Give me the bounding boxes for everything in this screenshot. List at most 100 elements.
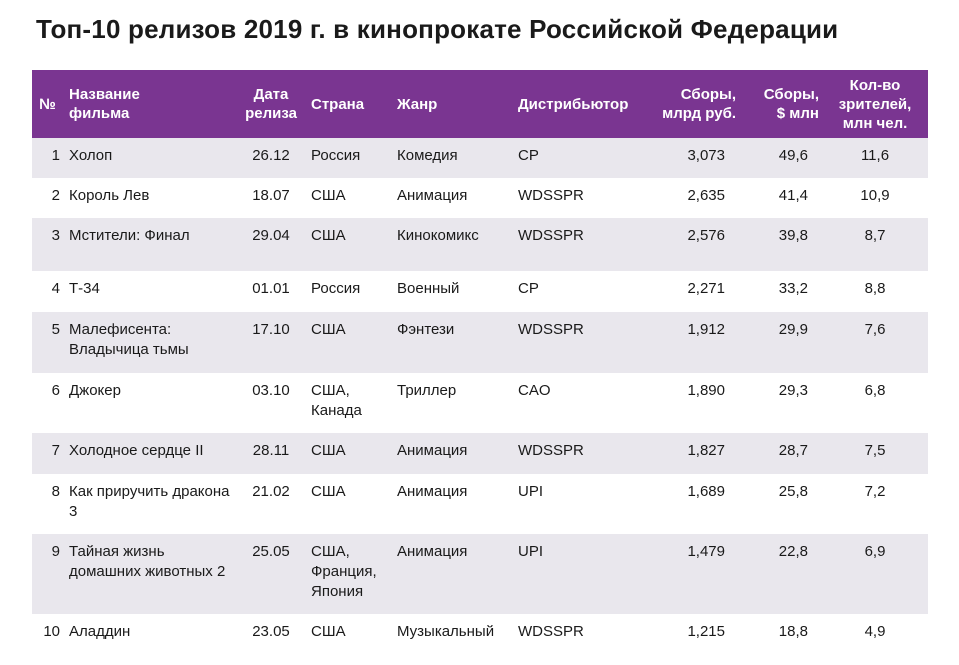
cell-gross-usd: 49,6 bbox=[739, 138, 822, 178]
cell-num: 9 bbox=[32, 534, 66, 614]
cell-country: США, Франция, Япония bbox=[308, 534, 394, 614]
cell-genre: Кинокомикс bbox=[394, 218, 515, 271]
cell-film-name: Т-34 bbox=[66, 271, 234, 312]
cell-gross-rub: 1,215 bbox=[646, 614, 739, 652]
cell-country: США bbox=[308, 614, 394, 652]
header-name: Название фильма bbox=[66, 70, 234, 138]
cell-genre: Анимация bbox=[394, 534, 515, 614]
cell-release-date: 21.02 bbox=[234, 474, 308, 534]
cell-film-name: Малефисента: Владычица тьмы bbox=[66, 312, 234, 373]
table-row: 1 Холоп 26.12 Россия Комедия СР 3,073 49,6 11,6 bbox=[32, 138, 928, 178]
cell-distributor: СР bbox=[515, 138, 646, 178]
header-genre: Жанр bbox=[394, 70, 515, 138]
header-distributor: Дистрибьютор bbox=[515, 70, 646, 138]
cell-gross-rub: 1,689 bbox=[646, 474, 739, 534]
cell-gross-rub: 2,576 bbox=[646, 218, 739, 271]
cell-genre: Военный bbox=[394, 271, 515, 312]
cell-distributor: WDSSPR bbox=[515, 178, 646, 218]
cell-distributor: WDSSPR bbox=[515, 614, 646, 652]
table-row: 6 Джокер 03.10 США, Канада Триллер CAO 1,890 29… bbox=[32, 373, 928, 433]
cell-film-name: Холодное сердце II bbox=[66, 433, 234, 474]
cell-gross-usd: 29,3 bbox=[739, 373, 822, 433]
cell-film-name: Тайная жизнь домашних животных 2 bbox=[66, 534, 234, 614]
cell-film-name: Джокер bbox=[66, 373, 234, 433]
cell-release-date: 18.07 bbox=[234, 178, 308, 218]
cell-film-name: Король Лев bbox=[66, 178, 234, 218]
cell-gross-rub: 1,890 bbox=[646, 373, 739, 433]
cell-viewers: 8,7 bbox=[822, 218, 928, 271]
cell-country: США bbox=[308, 433, 394, 474]
cell-num: 2 bbox=[32, 178, 66, 218]
cell-gross-usd: 28,7 bbox=[739, 433, 822, 474]
cell-gross-rub: 2,635 bbox=[646, 178, 739, 218]
cell-gross-usd: 29,9 bbox=[739, 312, 822, 373]
page-title: Топ-10 релизов 2019 г. в кинопрокате Рос… bbox=[36, 14, 839, 44]
cell-gross-usd: 33,2 bbox=[739, 271, 822, 312]
cell-gross-rub: 3,073 bbox=[646, 138, 739, 178]
cell-film-name: Как приручить дракона 3 bbox=[66, 474, 234, 534]
cell-distributor: CAO bbox=[515, 373, 646, 433]
cell-country: Россия bbox=[308, 271, 394, 312]
table-header-row: № Название фильма Дата релиза Страна Жан… bbox=[32, 70, 928, 138]
cell-viewers: 8,8 bbox=[822, 271, 928, 312]
table-row: 3 Мстители: Финал 29.04 США Кинокомикс WDSSPR… bbox=[32, 218, 928, 271]
cell-country: США bbox=[308, 474, 394, 534]
cell-release-date: 29.04 bbox=[234, 218, 308, 271]
table-row: 7 Холодное сердце II 28.11 США Анимация WDSSP… bbox=[32, 433, 928, 474]
cell-country: США, Канада bbox=[308, 373, 394, 433]
table-row: 5 Малефисента: Владычица тьмы 17.10 США Фэнт… bbox=[32, 312, 928, 373]
cell-genre: Анимация bbox=[394, 433, 515, 474]
cell-gross-usd: 41,4 bbox=[739, 178, 822, 218]
cell-distributor: WDSSPR bbox=[515, 433, 646, 474]
cell-release-date: 23.05 bbox=[234, 614, 308, 652]
cell-film-name: Холоп bbox=[66, 138, 234, 178]
cell-viewers: 7,5 bbox=[822, 433, 928, 474]
cell-country: США bbox=[308, 312, 394, 373]
cell-num: 6 bbox=[32, 373, 66, 433]
header-gross-usd: Сборы, $ млн bbox=[739, 70, 822, 138]
cell-film-name: Мстители: Финал bbox=[66, 218, 234, 271]
cell-genre: Анимация bbox=[394, 178, 515, 218]
cell-release-date: 25.05 bbox=[234, 534, 308, 614]
cell-viewers: 7,2 bbox=[822, 474, 928, 534]
cell-genre: Анимация bbox=[394, 474, 515, 534]
table-row: 2 Король Лев 18.07 США Анимация WDSSPR 2,635 41… bbox=[32, 178, 928, 218]
cell-viewers: 10,9 bbox=[822, 178, 928, 218]
cell-release-date: 26.12 bbox=[234, 138, 308, 178]
cell-gross-rub: 2,271 bbox=[646, 271, 739, 312]
table-row: 4 Т-34 01.01 Россия Военный СР 2,271 33,2 8,8 bbox=[32, 271, 928, 312]
cell-genre: Фэнтези bbox=[394, 312, 515, 373]
table-row: 9 Тайная жизнь домашних животных 2 25.05 СШ… bbox=[32, 534, 928, 614]
header-country: Страна bbox=[308, 70, 394, 138]
table-row: 8 Как приручить дракона 3 21.02 США Анимация… bbox=[32, 474, 928, 534]
cell-gross-rub: 1,479 bbox=[646, 534, 739, 614]
cell-country: США bbox=[308, 218, 394, 271]
cell-num: 5 bbox=[32, 312, 66, 373]
box-office-table: № Название фильма Дата релиза Страна Жан… bbox=[32, 70, 928, 652]
cell-distributor: WDSSPR bbox=[515, 312, 646, 373]
cell-gross-usd: 22,8 bbox=[739, 534, 822, 614]
cell-num: 4 bbox=[32, 271, 66, 312]
header-num: № bbox=[32, 70, 66, 138]
cell-distributor: СР bbox=[515, 271, 646, 312]
cell-film-name: Аладдин bbox=[66, 614, 234, 652]
cell-viewers: 6,8 bbox=[822, 373, 928, 433]
cell-gross-usd: 25,8 bbox=[739, 474, 822, 534]
cell-viewers: 7,6 bbox=[822, 312, 928, 373]
cell-genre: Комедия bbox=[394, 138, 515, 178]
cell-viewers: 4,9 bbox=[822, 614, 928, 652]
header-date: Дата релиза bbox=[234, 70, 308, 138]
cell-distributor: UPI bbox=[515, 474, 646, 534]
cell-country: Россия bbox=[308, 138, 394, 178]
cell-viewers: 11,6 bbox=[822, 138, 928, 178]
cell-release-date: 03.10 bbox=[234, 373, 308, 433]
cell-country: США bbox=[308, 178, 394, 218]
cell-distributor: WDSSPR bbox=[515, 218, 646, 271]
cell-gross-rub: 1,912 bbox=[646, 312, 739, 373]
cell-release-date: 17.10 bbox=[234, 312, 308, 373]
cell-num: 10 bbox=[32, 614, 66, 652]
cell-num: 7 bbox=[32, 433, 66, 474]
cell-distributor: UPI bbox=[515, 534, 646, 614]
cell-num: 3 bbox=[32, 218, 66, 271]
cell-num: 1 bbox=[32, 138, 66, 178]
